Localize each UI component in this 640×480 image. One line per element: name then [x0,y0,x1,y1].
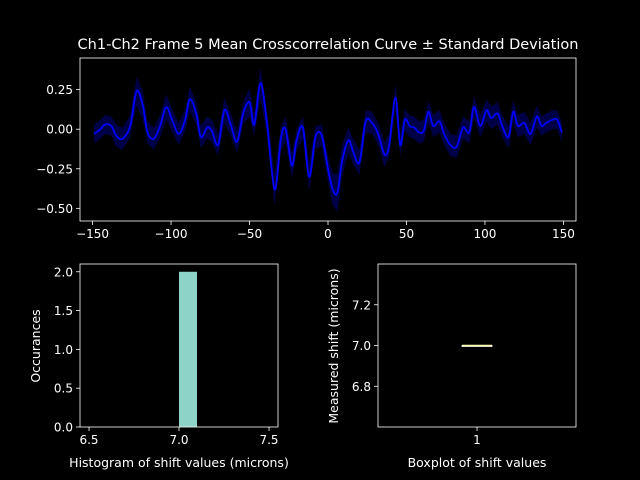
hist-y-label: Occurances [28,309,43,382]
top-x-tick-label: −50 [237,227,262,241]
box-x-label: Boxplot of shift values [408,455,547,470]
box-y-ticks: 6.8 7.0 7.2 [352,298,378,394]
box-y-tick-label: 7.2 [352,298,371,312]
box-y-label: Measured shift (microns) [326,268,341,423]
hist-y-ticks: 0.0 0.5 1.0 1.5 2.0 [54,265,80,435]
top-x-tick-label: 100 [474,227,497,241]
hist-y-tick-label: 0.5 [54,382,73,396]
top-y-ticks: −0.50 −0.25 0.00 0.25 [36,83,80,216]
std-band-area [94,67,562,212]
crosscorrelation-axes: Ch1-Ch2 Frame 5 Mean Crosscorrelation Cu… [36,37,578,241]
box-x-tick-label: 1 [473,433,481,447]
boxplot-axes: 1 6.8 7.0 7.2 Boxplot of shift values Meas… [326,263,577,470]
hist-y-tick-label: 2.0 [54,265,73,279]
mean-line [93,82,563,196]
top-x-tick-label: −100 [155,227,188,241]
top-x-tick-label: 150 [552,227,575,241]
top-x-tick-label: 50 [399,227,414,241]
hist-y-tick-label: 0.0 [54,421,73,435]
top-x-tick-label: 0 [324,227,332,241]
boxplot-marks [461,344,493,347]
box-x-ticks: 1 [473,427,481,447]
box-y-tick-label: 6.8 [352,380,371,394]
hist-x-tick-label: 7.0 [169,433,188,447]
hist-y-tick-label: 1.5 [54,304,73,318]
std-band [94,67,562,212]
top-y-tick-label: 0.25 [46,83,73,97]
top-x-tick-label: −150 [76,227,109,241]
top-y-tick-label: −0.25 [36,162,73,176]
hist-x-tick-label: 7.5 [259,433,278,447]
histogram-axes: 6.5 7.0 7.5 0.0 0.5 1.0 1.5 2.0 Histogram of s… [28,263,289,470]
hist-x-tick-label: 6.5 [79,433,98,447]
histogram-bars [179,271,197,427]
hist-y-tick-label: 1.0 [54,343,73,357]
top-x-ticks: −150 −100 −50 0 50 100 150 [76,221,575,241]
box-y-tick-label: 7.0 [352,339,371,353]
mean-curve [93,82,563,196]
histogram-bar [179,271,197,427]
top-y-tick-label: −0.50 [36,202,73,216]
hist-x-label: Histogram of shift values (microns) [69,455,289,470]
top-y-tick-label: 0.00 [46,123,73,137]
hist-x-ticks: 6.5 7.0 7.5 [79,427,279,447]
top-chart-title: Ch1-Ch2 Frame 5 Mean Crosscorrelation Cu… [78,37,579,53]
